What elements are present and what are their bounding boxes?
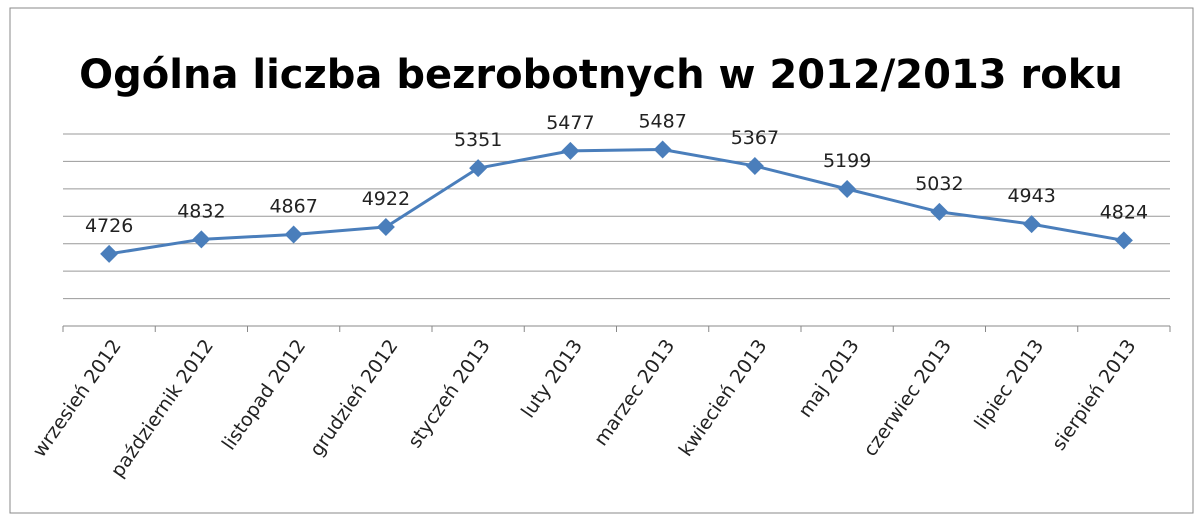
marker <box>192 230 211 249</box>
marker <box>745 156 764 175</box>
marker <box>930 202 949 221</box>
marker <box>284 225 303 244</box>
marker <box>1022 215 1041 234</box>
marker <box>100 244 119 263</box>
marker <box>469 159 488 178</box>
data-label: 4922 <box>362 188 410 210</box>
marker <box>376 217 395 236</box>
data-label: 4832 <box>177 200 225 222</box>
marker <box>838 179 857 198</box>
marker <box>561 141 580 160</box>
data-label: 5367 <box>731 127 779 149</box>
data-label: 5487 <box>638 110 686 132</box>
data-line <box>108 147 1125 256</box>
data-label: 5032 <box>915 173 963 195</box>
data-label: 5199 <box>823 150 871 172</box>
marker <box>1114 231 1133 250</box>
data-label: 4943 <box>1007 185 1055 207</box>
data-label: 4726 <box>85 215 133 237</box>
chart-border <box>9 7 1194 514</box>
data-label: 4824 <box>1100 201 1148 223</box>
chart-title: Ogólna liczba bezrobotnych w 2012/2013 r… <box>79 52 1123 98</box>
data-label: 4867 <box>269 196 317 218</box>
data-label: 5351 <box>454 129 502 151</box>
data-label: 5477 <box>546 112 594 134</box>
marker <box>653 140 672 159</box>
